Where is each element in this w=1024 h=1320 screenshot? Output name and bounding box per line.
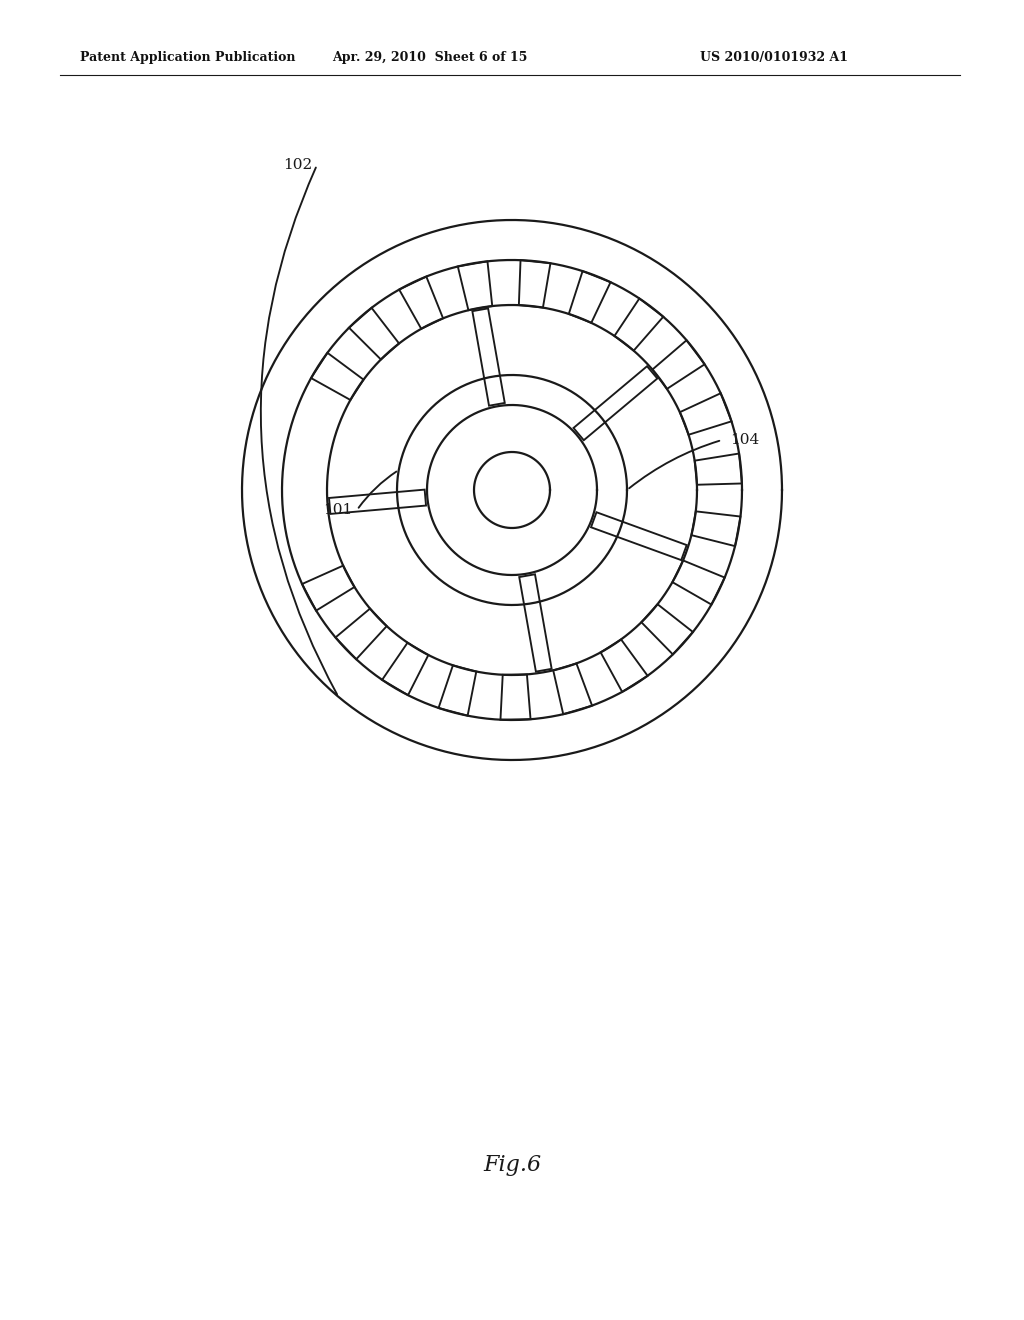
Text: Apr. 29, 2010  Sheet 6 of 15: Apr. 29, 2010 Sheet 6 of 15 xyxy=(333,51,527,65)
Text: Patent Application Publication: Patent Application Publication xyxy=(80,51,296,65)
Text: 101: 101 xyxy=(323,503,352,517)
Text: 104: 104 xyxy=(730,433,759,447)
Text: Fig.6: Fig.6 xyxy=(483,1154,541,1176)
Text: 102: 102 xyxy=(283,158,312,172)
Text: US 2010/0101932 A1: US 2010/0101932 A1 xyxy=(700,51,848,65)
